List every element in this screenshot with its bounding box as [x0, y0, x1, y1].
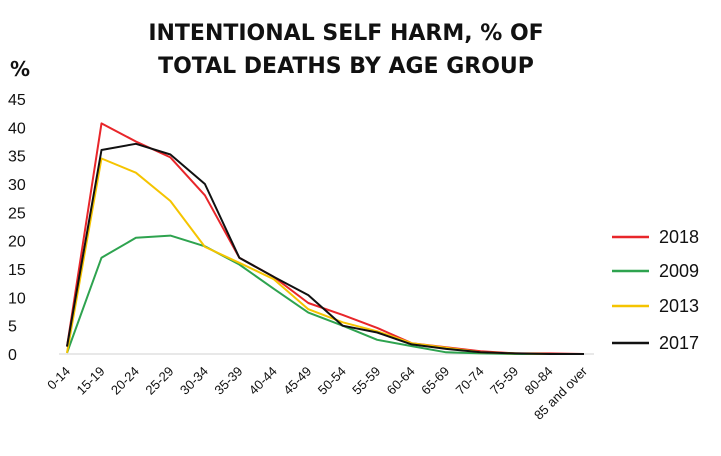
legend-label-2018: 2018	[659, 227, 699, 247]
legend-label-2009: 2009	[659, 261, 699, 281]
y-tick-label: 0	[8, 347, 17, 364]
y-tick-label: 25	[8, 205, 26, 222]
y-tick-label: 20	[8, 234, 26, 251]
chart-title-line-2: TOTAL DEATHS BY AGE GROUP	[158, 54, 534, 79]
y-tick-label: 15	[8, 262, 26, 279]
x-axis-ticks: 0-14 15-19 20-24 25-29 30-34 35-39 40-44 45-49 5…	[44, 363, 590, 423]
series-lines	[66, 122, 585, 355]
y-axis-label: %	[10, 57, 30, 81]
x-tick-label: 65-69	[418, 364, 452, 398]
x-tick-label: 20-24	[108, 364, 142, 398]
legend-label-2013: 2013	[659, 296, 699, 316]
x-tick-label: 25-29	[142, 364, 176, 398]
x-tick-label: 35-39	[211, 364, 245, 398]
series-line-2013	[66, 157, 584, 355]
x-tick-label: 55-59	[349, 364, 383, 398]
chart-title-line-1: INTENTIONAL SELF HARM, % OF	[148, 21, 543, 46]
y-tick-label: 40	[8, 120, 26, 137]
y-tick-label: 30	[8, 177, 26, 194]
y-tick-label: 10	[8, 290, 26, 307]
legend: 2018 2009 2013 2017	[612, 227, 699, 353]
x-tick-label: 45-49	[280, 364, 314, 398]
y-axis-ticks: 0 5 10 15 20 25 30 35 40 45	[8, 92, 26, 364]
x-tick-label: 40-44	[246, 364, 280, 398]
x-tick-label: 50-54	[315, 364, 349, 398]
y-tick-label: 45	[8, 92, 26, 109]
series-line-2017	[66, 142, 584, 355]
x-tick-label: 70-74	[453, 364, 487, 398]
x-tick-label: 30-34	[177, 364, 211, 398]
y-tick-label: 5	[8, 319, 17, 336]
chart-title: INTENTIONAL SELF HARM, % OF TOTAL DEATHS …	[148, 21, 543, 79]
x-tick-label: 0-14	[44, 364, 73, 393]
legend-label-2017: 2017	[659, 333, 699, 353]
series-line-2009	[66, 234, 584, 355]
y-tick-label: 35	[8, 149, 26, 166]
x-tick-label: 75-59	[487, 364, 521, 398]
x-tick-label: 15-19	[73, 364, 107, 398]
x-tick-label: 60-64	[384, 364, 418, 398]
